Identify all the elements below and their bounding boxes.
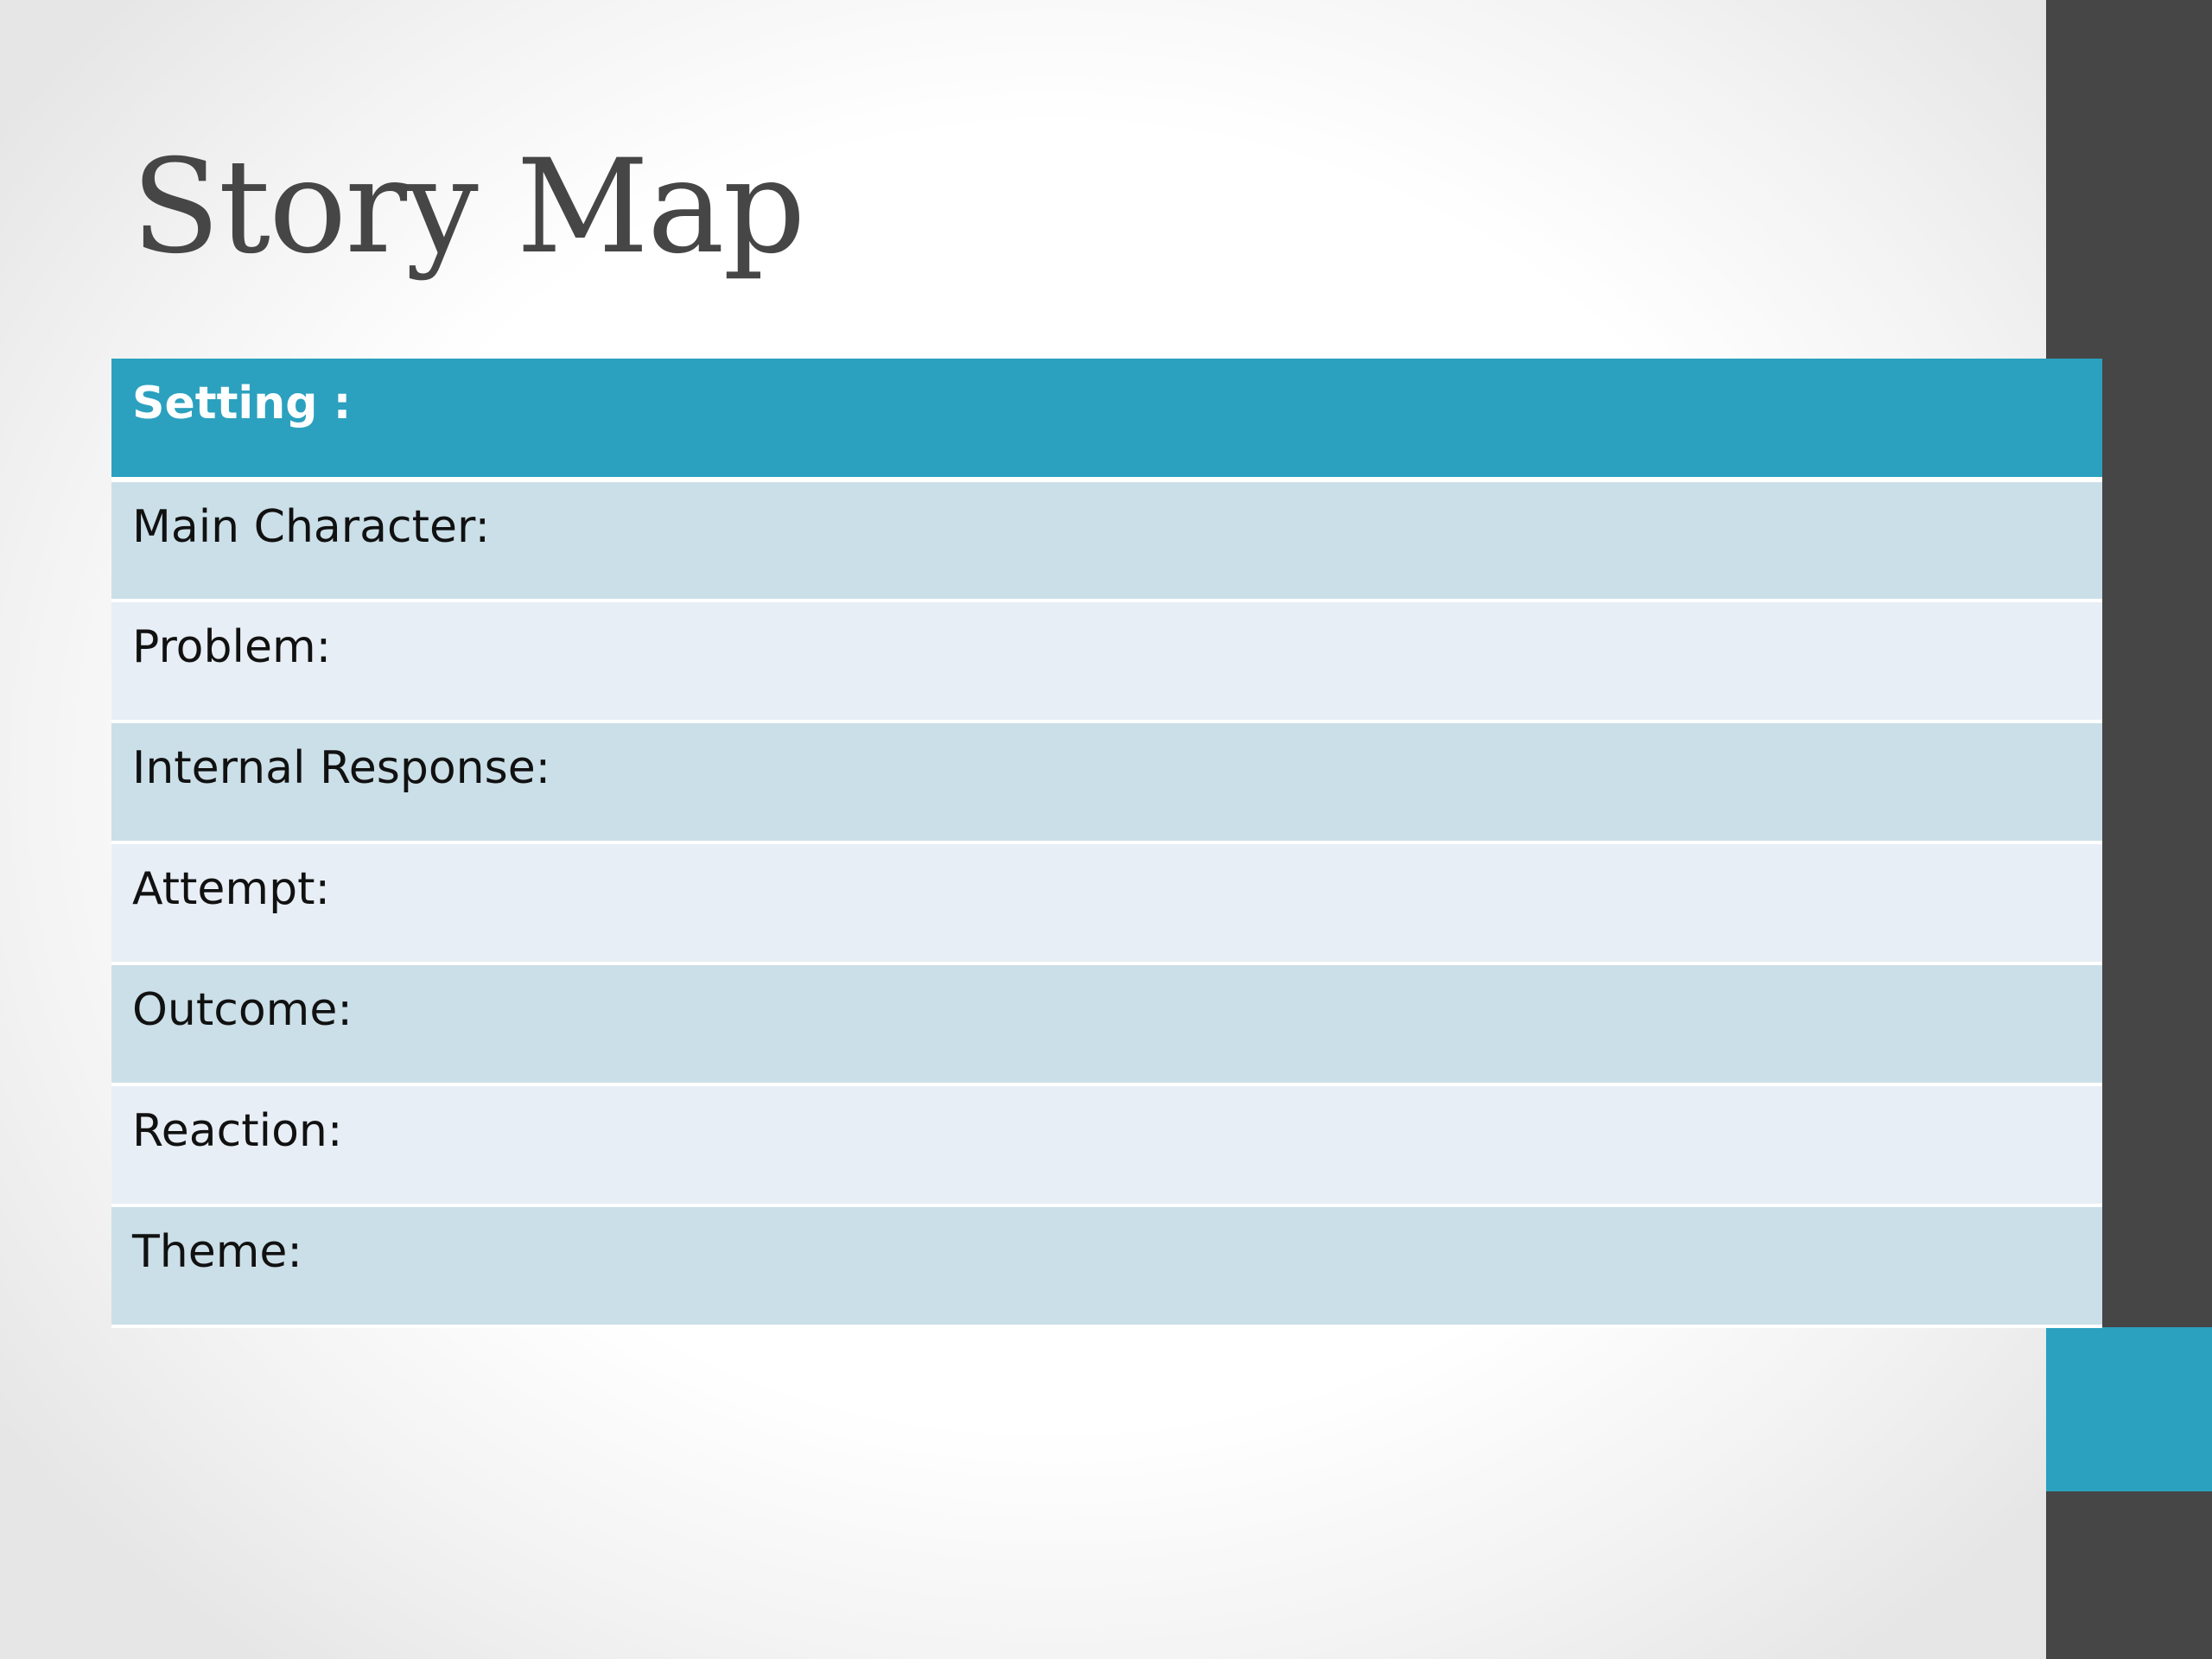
row-label: Main Character: <box>132 501 490 553</box>
table-row-internal-response: Internal Response: <box>111 721 2102 844</box>
table-cell[interactable]: Attempt: <box>111 842 2102 965</box>
table-row-problem: Problem: <box>111 601 2102 723</box>
table-cell[interactable]: Reaction: <box>111 1084 2102 1207</box>
side-accent-block <box>2046 1327 2212 1491</box>
table-cell[interactable]: Theme: <box>111 1205 2102 1328</box>
row-label: Setting : <box>132 378 352 429</box>
table-cell[interactable]: Problem: <box>111 601 2102 723</box>
row-label: Internal Response: <box>132 742 551 794</box>
table-row-reaction: Reaction: <box>111 1084 2102 1207</box>
table-cell[interactable]: Setting : <box>111 359 2102 482</box>
table-row-theme: Theme: <box>111 1205 2102 1328</box>
table-cell[interactable]: Outcome: <box>111 963 2102 1086</box>
row-label: Problem: <box>132 621 332 673</box>
table-cell[interactable]: Main Character: <box>111 480 2102 602</box>
row-label: Outcome: <box>132 984 353 1036</box>
row-label: Reaction: <box>132 1105 343 1157</box>
row-label: Theme: <box>132 1226 302 1278</box>
story-map-table: Setting : Main Character: Problem: Inter… <box>111 359 2102 1328</box>
row-label: Attempt: <box>132 863 330 915</box>
table-row-attempt: Attempt: <box>111 842 2102 965</box>
slide-title: Story Map <box>131 132 806 283</box>
table-cell[interactable]: Internal Response: <box>111 721 2102 844</box>
table-row-outcome: Outcome: <box>111 963 2102 1086</box>
table-row-main-character: Main Character: <box>111 480 2102 602</box>
table-row-setting: Setting : <box>111 359 2102 482</box>
